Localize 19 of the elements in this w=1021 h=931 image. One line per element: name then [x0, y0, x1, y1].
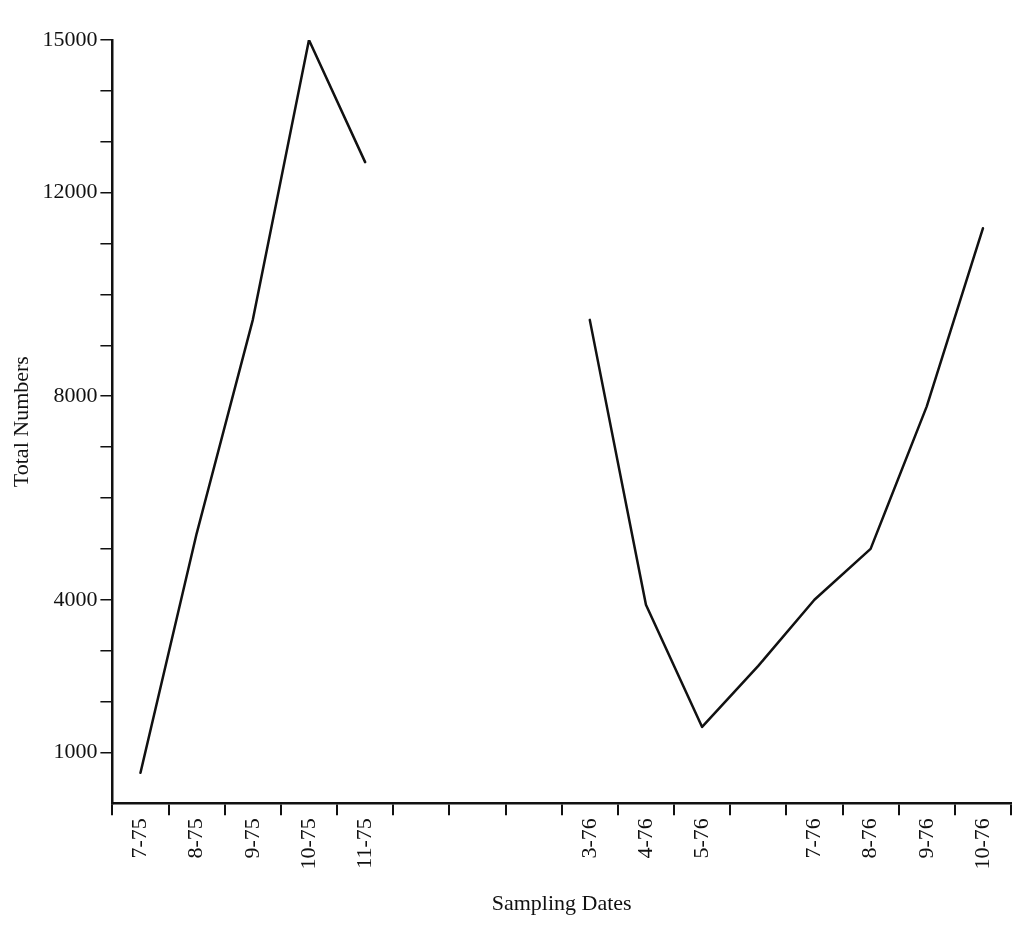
x-axis-title: Sampling Dates — [491, 889, 632, 915]
x-tick-label: 9-75 — [238, 818, 264, 859]
x-tick-label: 8-76 — [856, 818, 882, 859]
y-tick-label: 15000 — [42, 25, 98, 51]
x-tick-label: 4-76 — [631, 818, 657, 859]
y-axis-title: Total Numbers — [7, 356, 33, 488]
x-tick-label: 9-76 — [912, 818, 938, 859]
y-tick-label: 4000 — [53, 585, 98, 611]
x-tick-label: 7-76 — [800, 818, 826, 859]
x-tick-label: 7-75 — [126, 818, 152, 859]
x-tick-label: 10-76 — [968, 818, 994, 870]
x-tick-label: 11-75 — [350, 818, 376, 869]
x-tick-label: 3-76 — [575, 818, 601, 859]
y-tick-label: 1000 — [53, 738, 98, 764]
x-tick-label: 10-75 — [294, 818, 320, 870]
x-tick-label: 8-75 — [182, 818, 208, 859]
x-tick-label: 5-76 — [687, 818, 713, 859]
y-tick-label: 12000 — [42, 178, 98, 204]
y-tick-label: 8000 — [53, 381, 98, 407]
